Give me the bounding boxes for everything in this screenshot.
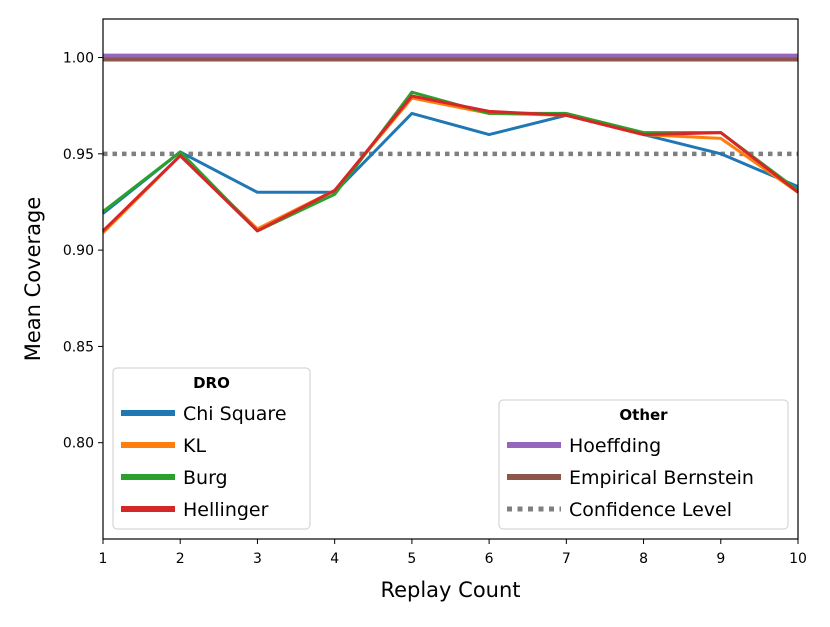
plot-frame — [102, 18, 799, 540]
series-lines — [101, 90, 799, 234]
burg-legend-label: Burg — [183, 467, 228, 489]
x-tick-label: 5 — [407, 551, 416, 567]
y-tick-label: 0.85 — [63, 339, 94, 355]
y-axis-ticks: 0.80 0.85 0.90 0.95 1.00 — [63, 51, 103, 452]
hoeffding-legend-label: Hoeffding — [569, 435, 661, 457]
legend-title: DRO — [193, 374, 230, 392]
y-tick-label: 0.95 — [63, 147, 94, 163]
legend-box — [112, 367, 311, 530]
x-tick-label: 9 — [716, 551, 725, 567]
x-tick-label: 3 — [253, 551, 262, 567]
hellinger-series-line — [101, 94, 799, 233]
x-axis-label: Replay Count — [380, 578, 520, 602]
x-tick-label: 6 — [485, 551, 494, 567]
legend-other: Other Hoeffding Empirical Bernstein Confide… — [498, 399, 789, 530]
x-tick-label: 2 — [176, 551, 185, 567]
legend-title: Other — [619, 406, 668, 424]
x-tick-label: 10 — [789, 551, 807, 567]
kl-legend-label: KL — [183, 435, 206, 457]
y-tick-label: 1.00 — [63, 51, 94, 67]
hellinger-legend-label: Hellinger — [183, 499, 269, 521]
chi-square-series-line — [102, 111, 799, 215]
x-tick-label: 1 — [99, 551, 108, 567]
empirical-bernstein-legend-label: Empirical Bernstein — [569, 467, 754, 489]
x-tick-label: 7 — [562, 551, 571, 567]
x-tick-label: 8 — [639, 551, 648, 567]
confidence-level-legend-label: Confidence Level — [569, 499, 732, 521]
y-tick-label: 0.80 — [63, 436, 94, 452]
chi-square-legend-label: Chi Square — [183, 403, 287, 425]
y-axis-label: Mean Coverage — [21, 197, 45, 362]
legend-dro: DRO Chi Square KL Burg Hellinger — [112, 367, 311, 530]
x-tick-label: 4 — [330, 551, 339, 567]
legend-box — [498, 399, 789, 530]
x-axis-ticks: 1 2 3 4 5 6 7 8 9 10 — [99, 539, 807, 567]
reference-lines — [103, 53, 798, 157]
y-tick-label: 0.90 — [63, 243, 94, 259]
